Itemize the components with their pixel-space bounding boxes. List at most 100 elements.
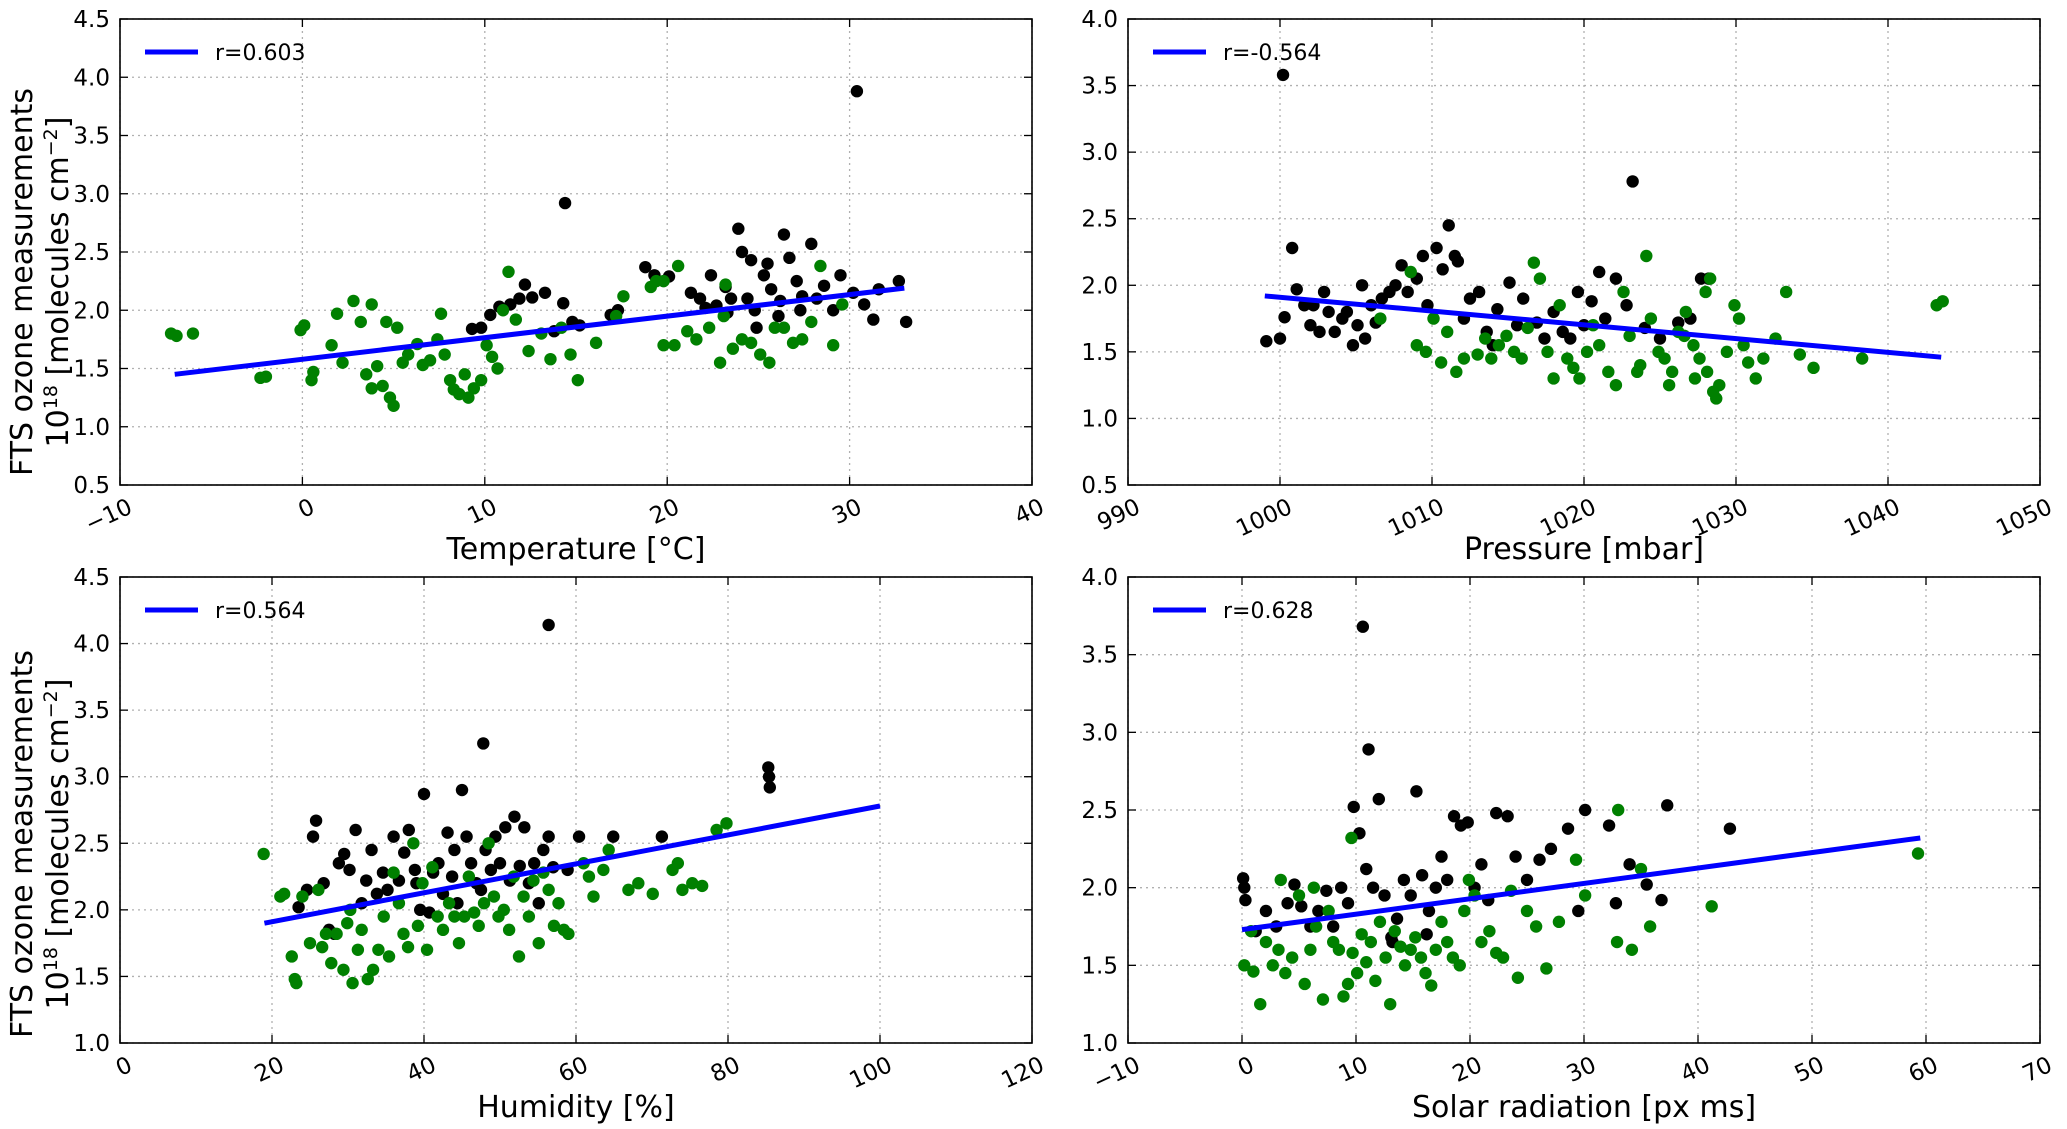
data-point	[497, 903, 510, 917]
data-point	[337, 963, 350, 976]
data-point	[1427, 312, 1440, 325]
x-tick-label: 50	[1791, 1052, 1829, 1088]
data-point	[370, 359, 384, 373]
y-tick-label: 2.5	[1081, 207, 1118, 233]
data-point	[1521, 321, 1534, 335]
data-point	[1723, 822, 1737, 835]
x-tick-label: 20	[1449, 1052, 1487, 1088]
legend-label: r=0.564	[215, 599, 305, 624]
data-point	[387, 830, 400, 843]
x-tick-label: 10	[1335, 1052, 1373, 1088]
data-point	[330, 927, 343, 941]
data-point	[794, 304, 807, 317]
data-point	[1239, 893, 1252, 907]
data-point	[407, 837, 420, 850]
data-point	[1458, 904, 1471, 918]
data-point	[892, 274, 906, 288]
data-point	[528, 857, 541, 870]
data-point	[1298, 977, 1311, 991]
data-point	[1369, 974, 1382, 988]
data-point	[695, 879, 709, 893]
data-point	[499, 821, 512, 834]
data-point	[826, 304, 840, 317]
data-point	[1640, 878, 1653, 891]
data-point	[582, 870, 596, 883]
data-point	[349, 823, 362, 837]
data-point	[657, 274, 670, 288]
x-tick-label: 100	[846, 1052, 897, 1094]
data-point	[458, 368, 471, 381]
data-point	[417, 787, 431, 801]
data-point	[460, 830, 473, 843]
data-point	[315, 940, 329, 954]
data-point	[1425, 979, 1438, 992]
data-point	[805, 237, 818, 251]
data-point	[1540, 962, 1553, 975]
x-tick-label: 60	[555, 1052, 593, 1088]
plot-frame	[1127, 18, 2041, 486]
data-point	[1672, 316, 1685, 329]
y-tick-label: 0.5	[73, 473, 110, 499]
data-point	[538, 286, 552, 299]
data-point	[1479, 332, 1492, 345]
x-axis-label: Solar radiation [px ms]	[1412, 1090, 1756, 1125]
data-point	[387, 866, 400, 879]
data-point	[1404, 889, 1417, 902]
data-point	[693, 292, 707, 305]
data-point	[1341, 977, 1355, 991]
data-point	[1254, 997, 1267, 1011]
data-point	[1355, 928, 1368, 941]
x-axis-label: Pressure [mbar]	[1464, 532, 1704, 567]
data-point	[1609, 272, 1623, 285]
data-point	[805, 315, 818, 329]
data-point	[347, 294, 360, 308]
data-point	[1345, 831, 1358, 845]
data-point	[1720, 345, 1734, 359]
data-point	[442, 897, 456, 910]
data-point	[1472, 285, 1486, 299]
data-point	[452, 936, 466, 950]
data-point	[1259, 904, 1273, 918]
data-point	[1462, 873, 1476, 887]
data-point	[1515, 352, 1528, 365]
data-point	[1434, 356, 1448, 369]
data-point	[1571, 285, 1585, 299]
data-point	[1567, 361, 1580, 375]
data-point	[372, 943, 385, 956]
data-point	[1341, 897, 1355, 910]
data-point	[1340, 305, 1354, 319]
ylabel-top: FTS ozone measurements	[5, 88, 40, 476]
data-point	[1529, 920, 1543, 933]
data-point	[508, 810, 521, 823]
plot-frame	[1127, 576, 2041, 1044]
plot-frame	[119, 18, 1033, 486]
legend-label: r=-0.564	[1223, 41, 1321, 66]
data-point	[259, 370, 273, 383]
data-point	[416, 877, 429, 890]
data-point	[790, 274, 803, 288]
data-point	[292, 900, 305, 914]
data-point	[558, 196, 572, 210]
data-point	[1414, 951, 1428, 964]
data-point	[744, 336, 758, 350]
data-point	[1609, 378, 1623, 392]
data-point	[1911, 847, 1925, 860]
data-point	[1389, 279, 1402, 292]
data-point	[1398, 959, 1412, 972]
data-point	[1855, 352, 1869, 365]
x-axis-label: Humidity [%]	[477, 1090, 674, 1125]
data-point	[186, 327, 200, 340]
data-point	[517, 890, 530, 903]
data-point	[622, 883, 635, 897]
data-point	[1247, 965, 1260, 978]
data-point	[441, 826, 454, 839]
data-point	[1415, 869, 1429, 882]
data-point	[1665, 365, 1679, 379]
data-point	[686, 877, 699, 890]
data-point	[1490, 806, 1503, 820]
data-point	[1435, 850, 1448, 863]
x-tick-label: 1000	[1232, 494, 1296, 542]
data-point	[764, 283, 778, 296]
data-point	[477, 737, 490, 750]
data-point	[343, 863, 356, 877]
